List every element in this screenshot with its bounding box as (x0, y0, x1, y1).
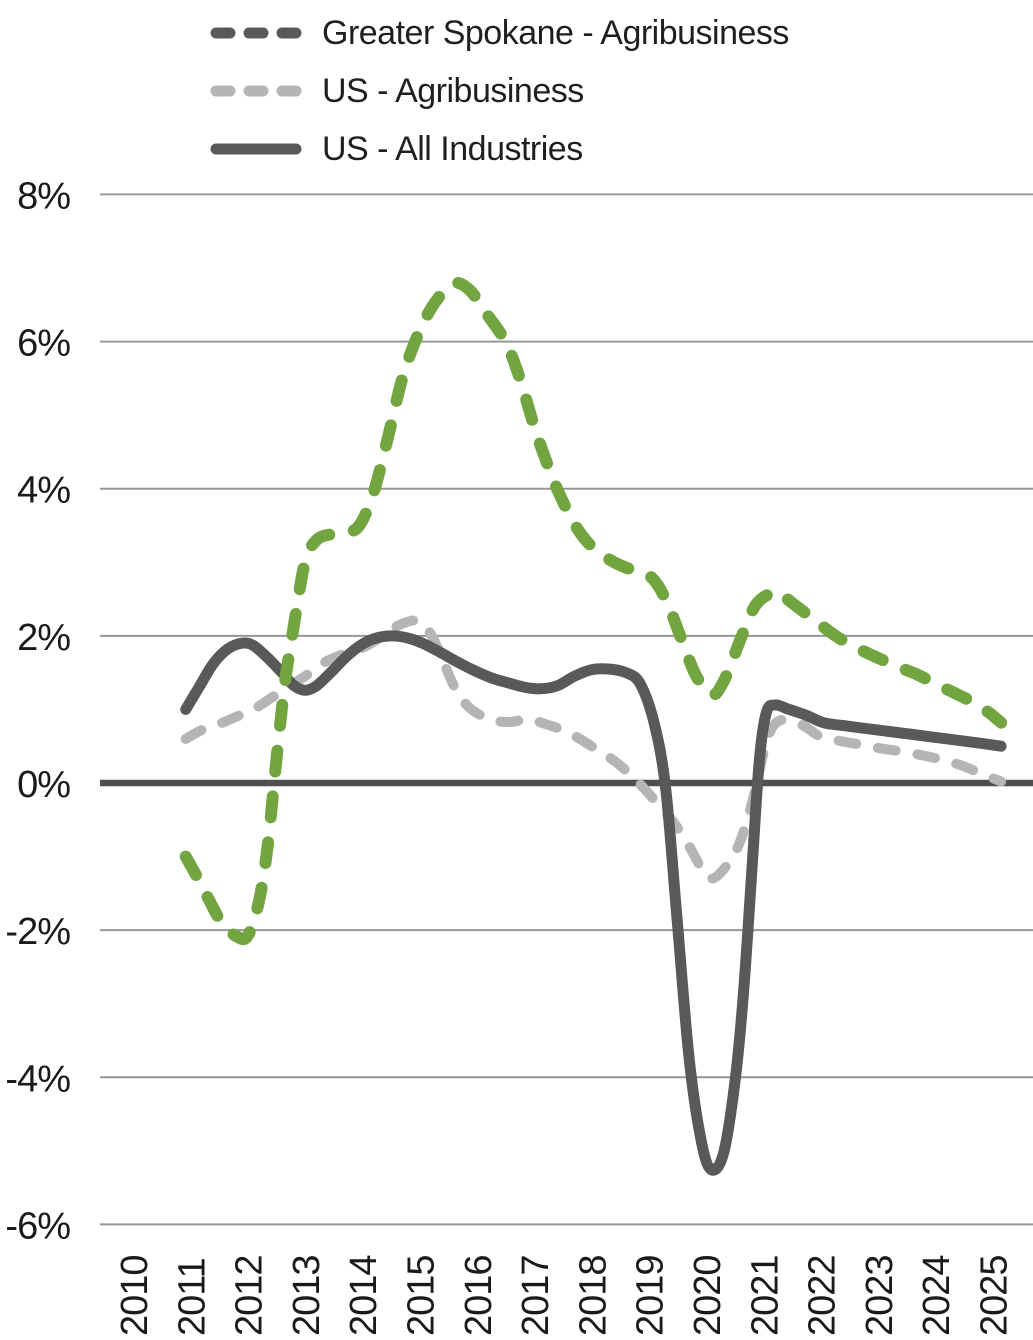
x-tick-label: 2016 (458, 1255, 500, 1336)
x-tick-label: 2014 (343, 1255, 385, 1336)
y-tick-label: -6% (5, 1205, 70, 1247)
y-tick-label: 4% (17, 470, 70, 512)
legend-label: Greater Spokane - Agribusiness (322, 13, 789, 52)
legend-swatch-green-dashed-icon (210, 27, 302, 39)
legend-item-greater-spokane-agribusiness: Greater Spokane - Agribusiness (208, 4, 789, 62)
y-tick-label: 6% (17, 323, 70, 365)
legend-swatch-dark-solid-icon (210, 143, 302, 155)
y-tick-label: 8% (17, 175, 70, 217)
x-tick-label: 2013 (286, 1255, 328, 1336)
x-tick-label: 2018 (572, 1255, 614, 1336)
series-line-us-all-industries (180, 630, 1007, 1176)
y-tick-label: 0% (17, 764, 70, 806)
series-line-us-agribusiness (180, 615, 1007, 884)
x-tick-label: 2025 (974, 1255, 1016, 1336)
x-tick-label: 2021 (744, 1255, 786, 1336)
x-tick-label: 2020 (687, 1255, 729, 1336)
legend: Greater Spokane - Agribusiness US - Agri… (208, 4, 789, 178)
legend-item-us-all-industries: US - All Industries (208, 120, 789, 178)
x-tick-label: 2011 (171, 1258, 213, 1336)
y-tick-label: -4% (5, 1058, 70, 1100)
x-tick-label: 2017 (515, 1255, 557, 1336)
x-tick-label: 2024 (916, 1255, 958, 1336)
x-tick-label: 2010 (114, 1255, 156, 1336)
legend-swatch-gray-dashed-icon (210, 85, 302, 97)
series-line-greater-spokane-agribusiness (179, 276, 1008, 946)
x-tick-label: 2015 (401, 1255, 443, 1336)
x-tick-label: 2023 (859, 1255, 901, 1336)
legend-item-us-agribusiness: US - Agribusiness (208, 62, 789, 120)
x-tick-label: 2019 (630, 1255, 672, 1336)
y-tick-label: 2% (17, 617, 70, 659)
y-tick-label: -2% (5, 911, 70, 953)
legend-label: US - All Industries (322, 129, 583, 168)
x-tick-label: 2022 (802, 1255, 844, 1336)
x-tick-label: 2012 (229, 1255, 271, 1336)
legend-label: US - Agribusiness (322, 71, 584, 110)
